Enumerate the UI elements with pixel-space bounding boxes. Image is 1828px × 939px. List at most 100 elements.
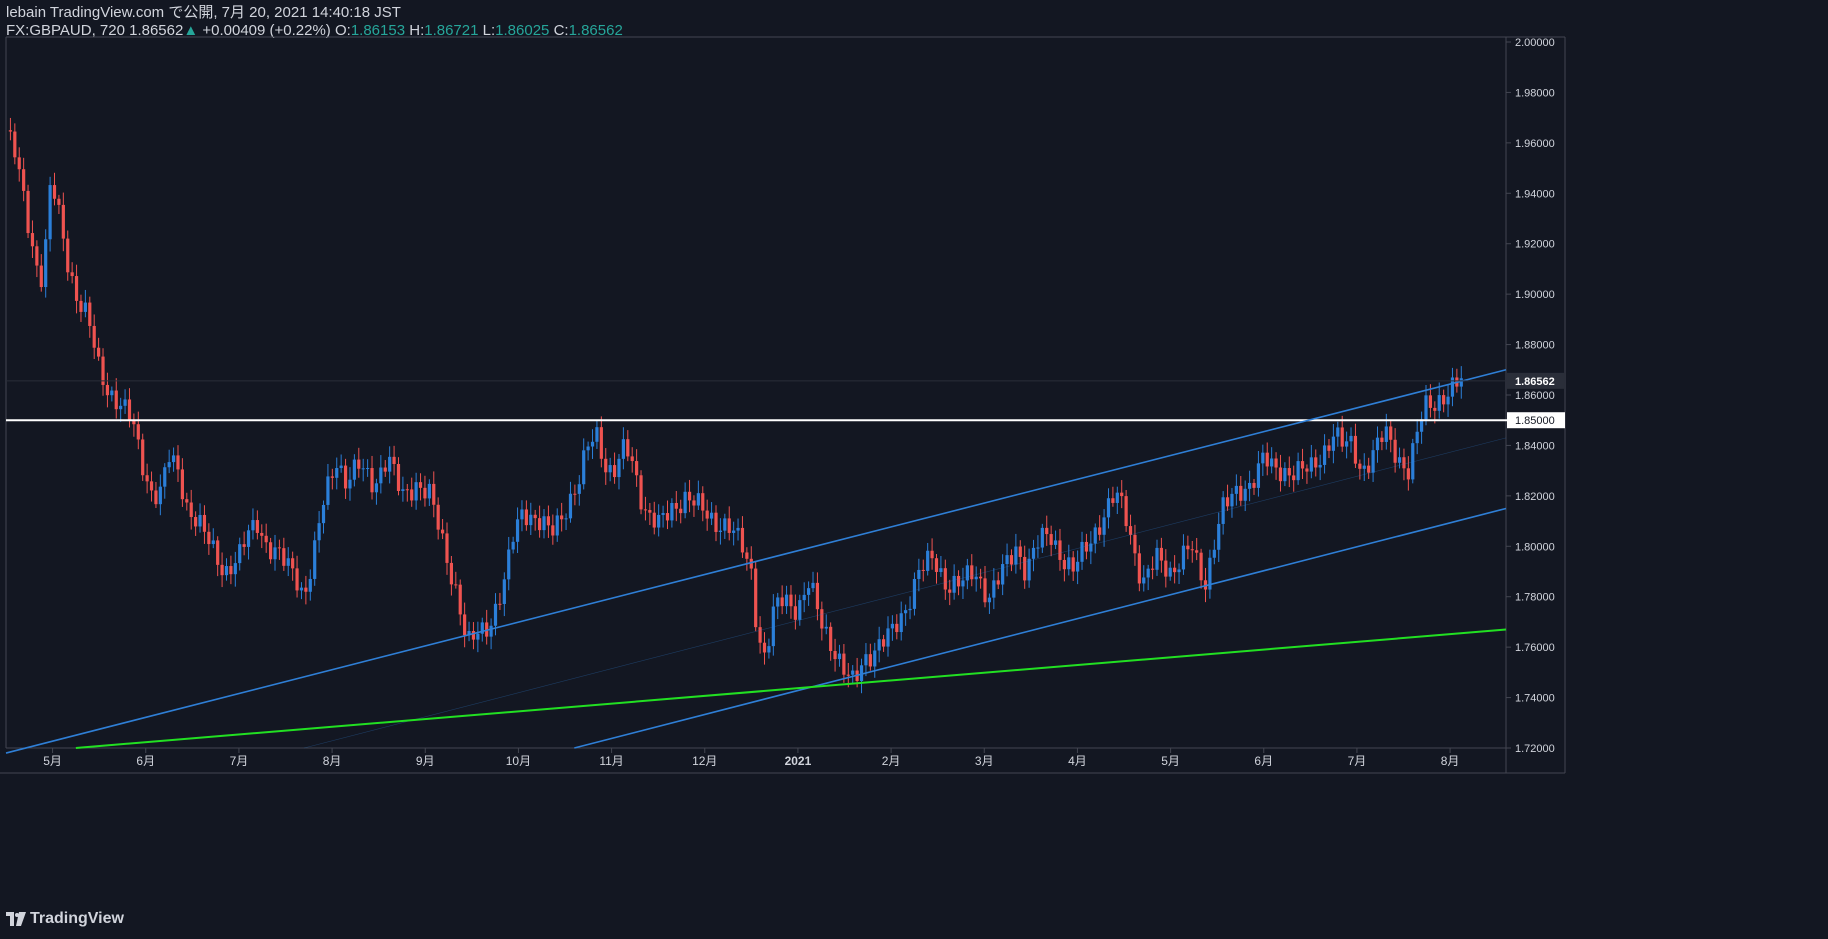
candle-body <box>1406 468 1410 480</box>
candle-body <box>83 302 87 312</box>
x-tick-label: 6月 <box>1254 754 1273 768</box>
candle-body <box>74 276 79 301</box>
candle-body <box>180 469 184 500</box>
candle-body <box>277 547 282 549</box>
candle-body <box>149 481 154 491</box>
candle-body <box>1009 555 1014 565</box>
candle-body <box>1327 445 1331 451</box>
candle-body <box>789 594 793 607</box>
candle-body <box>463 614 467 636</box>
candle-body <box>762 642 767 653</box>
candle-body <box>61 204 65 239</box>
y-tick-label: 1.86000 <box>1515 390 1555 402</box>
candle-body <box>224 566 229 576</box>
candle-body <box>784 594 789 607</box>
candle-body <box>1270 458 1274 467</box>
candle-body <box>507 549 511 580</box>
y-tick-label: 1.78000 <box>1515 592 1555 604</box>
candle-body <box>1353 435 1358 464</box>
candle-body <box>820 609 824 629</box>
candle-body <box>1424 395 1428 420</box>
candle-body <box>163 467 167 487</box>
x-tick-label: 8月 <box>1441 754 1460 768</box>
candle-body <box>335 468 339 478</box>
candle-body <box>401 489 405 491</box>
candle-body <box>1173 567 1177 573</box>
candle-body <box>366 468 370 470</box>
candle-body <box>1164 560 1168 577</box>
candle-body <box>286 558 290 566</box>
candle-body <box>590 441 595 447</box>
candle-body <box>361 468 365 470</box>
candle-body <box>1208 557 1212 590</box>
x-tick-label: 4月 <box>1068 754 1087 768</box>
candle-body <box>229 566 233 575</box>
candle-body <box>1389 426 1393 440</box>
candle-body <box>904 610 908 614</box>
candle-body <box>1397 457 1402 463</box>
candle-body <box>829 626 833 651</box>
candle-body <box>202 514 207 532</box>
candle-body <box>515 519 520 542</box>
candle-body <box>313 540 317 579</box>
candle-body <box>582 450 586 485</box>
candle-body <box>749 558 753 569</box>
candle-body <box>868 654 872 667</box>
candle-body <box>573 493 577 495</box>
tradingview-logo-icon <box>6 912 26 926</box>
candle-body <box>97 347 101 357</box>
candle-body <box>295 568 299 591</box>
candle-body <box>1111 498 1115 503</box>
candle-body <box>740 527 745 553</box>
candle-body <box>665 513 670 521</box>
tradingview-brand[interactable]: TradingView <box>6 910 124 928</box>
candle-body <box>1278 467 1283 482</box>
candle-body <box>445 533 449 563</box>
candle-body <box>1018 546 1022 557</box>
candle-body <box>908 608 912 611</box>
candle-body <box>551 525 555 536</box>
candle-body <box>617 458 621 478</box>
x-tick-label: 7月 <box>1348 754 1367 768</box>
candle-body <box>321 504 326 524</box>
candle-body <box>339 465 343 469</box>
candle-body <box>996 580 1000 585</box>
y-tick-label: 1.80000 <box>1515 541 1555 553</box>
y-tick-label: 1.74000 <box>1515 693 1555 705</box>
candle-body <box>727 518 731 533</box>
candle-body <box>1380 437 1384 442</box>
y-tick-label: 1.88000 <box>1515 340 1555 352</box>
candle-body <box>1318 464 1322 468</box>
candle-body <box>1221 497 1225 524</box>
candle-body <box>714 512 718 532</box>
candle-body <box>1217 523 1221 550</box>
candle-body <box>776 597 780 607</box>
candle-body <box>987 597 992 603</box>
candle-body <box>1005 555 1009 565</box>
candle-body <box>983 578 987 603</box>
candle-body <box>670 502 674 521</box>
candle-body <box>317 523 321 541</box>
candle-body <box>943 568 947 590</box>
level-price-badge <box>1507 412 1565 429</box>
candle-body <box>238 544 242 564</box>
candle-body <box>705 510 709 519</box>
candle-body <box>1106 498 1111 518</box>
channel-upper <box>5 369 1507 754</box>
candle-body <box>771 606 775 647</box>
candle-body <box>1049 534 1053 545</box>
candle-body <box>1001 564 1005 585</box>
candle-body <box>520 509 524 520</box>
candle-body <box>732 530 736 533</box>
candle-body <box>560 515 564 520</box>
candle-body <box>1305 468 1309 472</box>
candle-body <box>1261 452 1265 464</box>
candle-body <box>542 516 546 531</box>
candle-body <box>837 653 842 660</box>
candle-body <box>1419 419 1424 432</box>
candle-body <box>780 597 784 607</box>
candle-body <box>432 483 436 505</box>
candle-body <box>692 500 696 506</box>
candle-body <box>1120 492 1124 497</box>
